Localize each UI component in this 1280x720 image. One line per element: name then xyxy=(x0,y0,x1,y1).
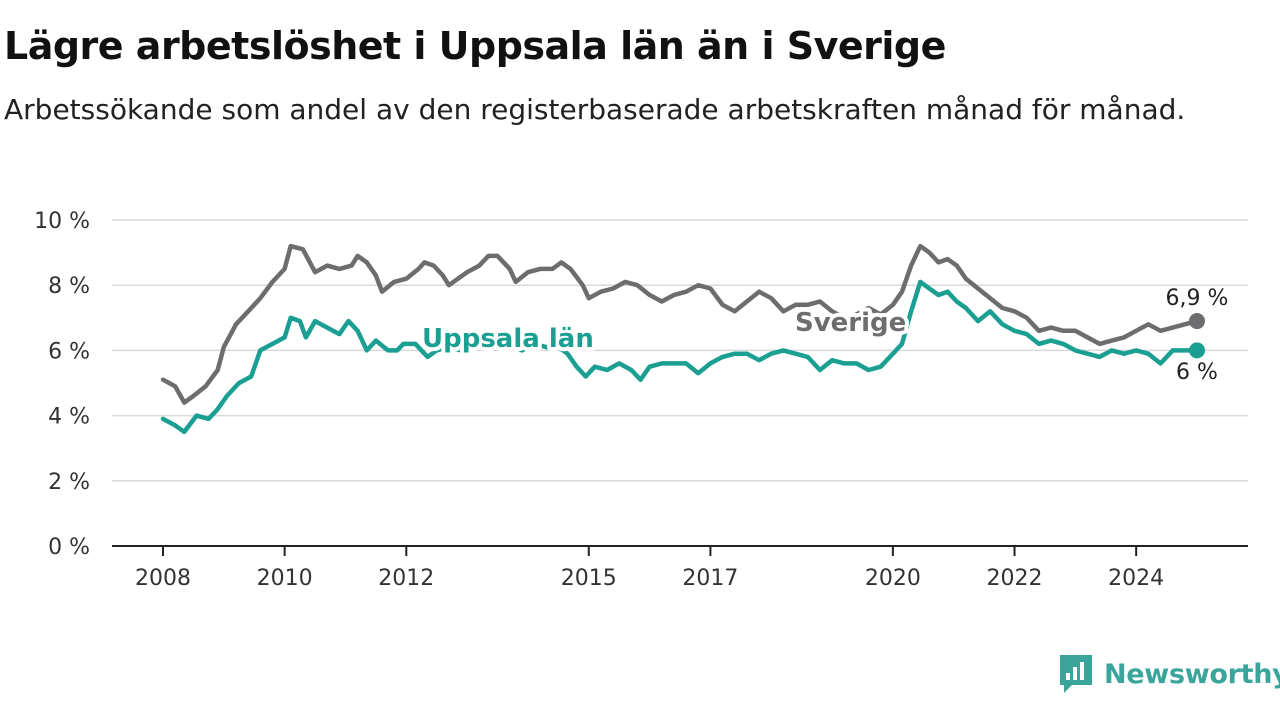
brand-name: Newsworthy xyxy=(1104,658,1280,690)
chart-subtitle: Arbetssökande som andel av den registerb… xyxy=(4,93,1186,126)
end-label-sverige: 6,9 % xyxy=(1166,286,1229,311)
x-tick-label: 2010 xyxy=(257,566,313,591)
x-tick-label: 2024 xyxy=(1108,566,1164,591)
y-tick-label: 10 % xyxy=(34,209,90,234)
end-point-uppsala xyxy=(1189,342,1205,359)
series-label-uppsala: Uppsala län xyxy=(422,324,594,354)
series-label-sverige: Sverige xyxy=(795,308,906,338)
end-point-sverige xyxy=(1189,313,1205,330)
x-tick-label: 2020 xyxy=(865,566,921,591)
x-tick-label: 2017 xyxy=(682,566,738,591)
end-label-uppsala: 6 % xyxy=(1176,360,1218,385)
newsworthy-icon xyxy=(1060,655,1092,693)
y-tick-label: 4 % xyxy=(48,405,90,430)
series-line-uppsala xyxy=(160,279,1200,435)
chart-title: Lägre arbetslöshet i Uppsala län än i Sv… xyxy=(4,24,946,68)
y-tick-label: 2 % xyxy=(48,470,90,495)
series-line-sverige xyxy=(160,243,1200,405)
x-tick-label: 2015 xyxy=(561,566,617,591)
x-tick-label: 2022 xyxy=(987,566,1043,591)
x-tick-label: 2008 xyxy=(135,566,191,591)
x-tick-label: 2012 xyxy=(378,566,434,591)
y-tick-label: 0 % xyxy=(48,535,90,560)
newsworthy-logo: Newsworthy xyxy=(1058,652,1280,696)
y-tick-label: 8 % xyxy=(48,274,90,299)
y-tick-label: 6 % xyxy=(48,339,90,364)
